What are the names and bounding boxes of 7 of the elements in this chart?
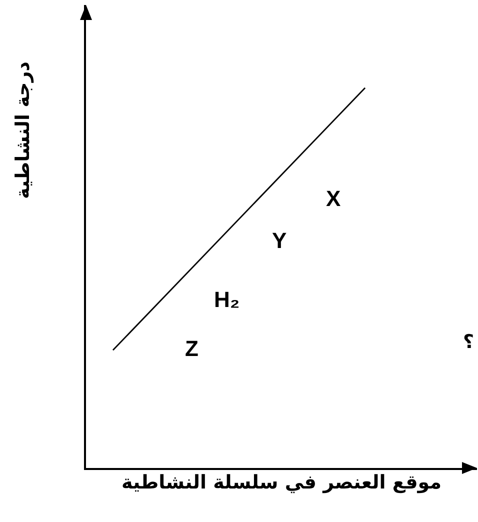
y-axis-title: درجة النشاطية: [12, 61, 34, 200]
x-axis-title: موقع العنصر في سلسلة النشاطية: [122, 471, 442, 494]
annotation: Z: [185, 336, 198, 361]
annotation: X: [326, 186, 341, 211]
annotation: H₂: [214, 287, 240, 312]
annotation: ؟: [463, 331, 474, 353]
annotation: Y: [272, 228, 287, 253]
